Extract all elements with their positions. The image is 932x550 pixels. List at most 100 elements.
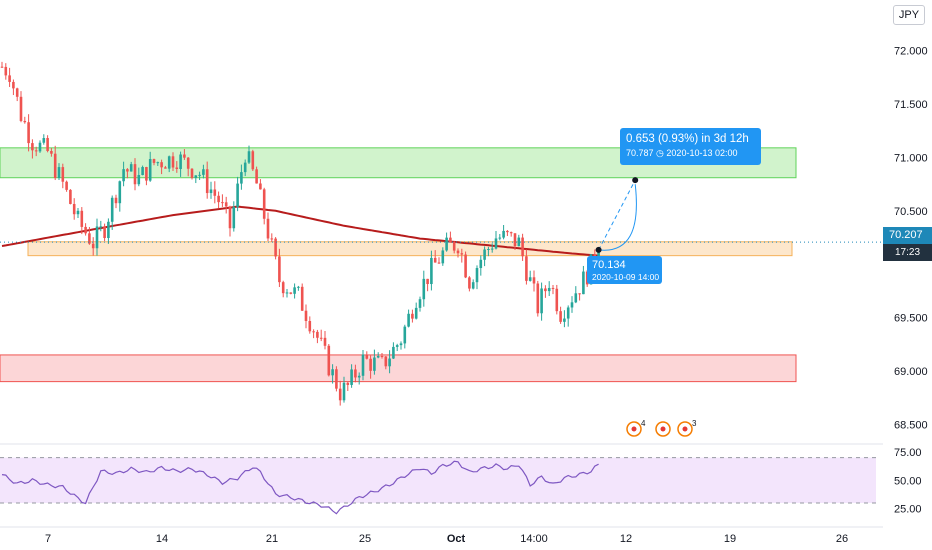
rsi-band (0, 457, 876, 503)
candle-body (183, 154, 186, 158)
demand-zone (0, 354, 797, 383)
current-price-tag: 70.207 (883, 227, 932, 244)
candle-body (308, 320, 312, 332)
candle-body (19, 96, 23, 121)
candle-body (107, 221, 110, 239)
projection-target-price: 70.787 (626, 148, 654, 158)
candle-body (563, 318, 566, 322)
candle-body (80, 210, 84, 227)
candle-body (190, 168, 194, 178)
candle-body (532, 277, 536, 284)
candle-body (316, 331, 319, 338)
candle-body (179, 154, 182, 169)
time-axis-label: 25 (359, 533, 371, 545)
candle-body (289, 292, 293, 294)
candle-body (449, 237, 452, 243)
candle-body (156, 162, 160, 164)
candle-body (452, 242, 456, 251)
candle-body (582, 271, 585, 295)
event-dot (660, 426, 666, 432)
projection-change: 0.653 (0.93%) in 3d 12h (626, 133, 749, 145)
candle-body (471, 282, 475, 289)
candle-body (4, 66, 8, 76)
pivot-zone (27, 241, 793, 257)
candle-body (441, 250, 445, 264)
candle-body (15, 88, 19, 97)
candle-body (300, 286, 304, 311)
candle-body (88, 233, 91, 244)
candle-body (509, 232, 513, 234)
candle-body (464, 254, 467, 278)
projection-start-label[interactable]: 70.134 2020-10-09 14:00 (587, 256, 662, 284)
candle-body (502, 230, 505, 238)
rsi-axis-label: 75.00 (894, 447, 922, 459)
moving-average-layer (1, 205, 599, 257)
candle-body (114, 197, 118, 204)
candle-body (494, 238, 498, 249)
candle-body (251, 151, 255, 170)
candle-body (407, 313, 410, 327)
rsi-pane (0, 443, 883, 515)
candle-body (53, 153, 57, 178)
candle-body (202, 169, 205, 175)
candle-body (536, 283, 540, 314)
time-axis-label: 14:00 (520, 533, 548, 545)
candle-body (411, 313, 414, 319)
candle-body (468, 277, 471, 289)
candle-body (566, 307, 570, 319)
projection-start-dot (595, 246, 602, 253)
candle-body (342, 382, 346, 401)
candle-body (137, 175, 141, 185)
bar-countdown-tag: 17:23 (883, 244, 932, 261)
candle-body (171, 156, 175, 168)
candle-body (392, 346, 395, 359)
candle-body (498, 237, 502, 239)
candle-body (217, 195, 220, 203)
rsi-axis-label: 50.00 (894, 475, 922, 487)
candle-body (365, 354, 369, 359)
candle-body (262, 189, 266, 219)
candle-body (376, 355, 380, 358)
candle-body (194, 175, 198, 178)
candle-body (186, 157, 190, 169)
candle-body (403, 326, 407, 344)
candle-body (57, 167, 61, 178)
candle-body (228, 206, 232, 229)
rsi-line (1, 460, 599, 515)
currency-badge[interactable]: JPY (893, 5, 925, 25)
candle-body (133, 164, 137, 185)
candle-body (232, 206, 236, 229)
candle-body (312, 331, 315, 333)
candle-body (490, 248, 494, 250)
candle-body (236, 183, 239, 207)
projection-label[interactable]: 0.653 (0.93%) in 3d 12h 70.787 ◷ 2020-10… (620, 128, 761, 165)
candle-body (555, 288, 559, 312)
candle-body (369, 358, 372, 371)
candle-body (437, 262, 441, 264)
candle-body (578, 293, 581, 295)
candle-body (240, 172, 243, 184)
candle-body (388, 358, 391, 367)
candle-body (479, 259, 483, 269)
price-axis-label: 69.500 (894, 313, 928, 325)
candle-body (129, 164, 133, 172)
clock-icon: ◷ (656, 148, 664, 158)
candle-body (46, 138, 49, 151)
candle-body (69, 189, 72, 204)
projection-dashed-line (598, 179, 636, 251)
candle-body (243, 162, 247, 173)
candle-body (380, 355, 384, 357)
candle-body (34, 150, 38, 152)
candle-body (126, 169, 129, 172)
candle-body (506, 230, 509, 233)
candle-body (418, 299, 422, 308)
candle-body (164, 167, 167, 169)
ma200-line (1, 205, 599, 257)
candle-body (384, 356, 388, 367)
candle-body (521, 237, 524, 257)
candle-body (304, 310, 308, 321)
candle-body (525, 256, 528, 281)
candle-body (285, 292, 289, 294)
candle-body (99, 226, 103, 228)
